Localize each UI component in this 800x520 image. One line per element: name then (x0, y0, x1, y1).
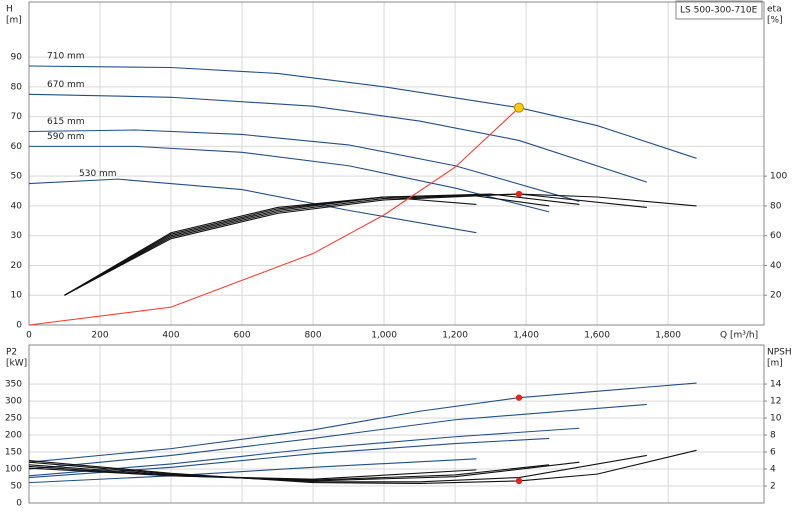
y-tick-label: 70 (11, 112, 23, 122)
series-line (28, 382, 697, 463)
y-tick-label: 60 (11, 142, 23, 152)
y2-axis-unit: [m] (767, 359, 783, 369)
series-line (64, 193, 580, 296)
x-tick-label: 1,000 (371, 331, 397, 341)
series-line (28, 454, 647, 483)
y2-tick-label: 14 (770, 380, 782, 390)
curve-label: 670 mm (47, 80, 85, 90)
series-line (64, 193, 697, 296)
curve-label: 710 mm (47, 52, 85, 62)
y-tick-label: 50 (11, 482, 23, 492)
series-line (28, 403, 647, 470)
y2-tick-label: 8 (770, 431, 776, 441)
duty-point (515, 190, 523, 198)
y2-tick-label: 20 (770, 291, 782, 301)
x-tick-label: 1,200 (442, 331, 468, 341)
y2-tick-label: 80 (770, 201, 782, 211)
y2-tick-label: 4 (770, 465, 776, 475)
plot-frame (28, 344, 765, 504)
y-axis-unit: [kW] (6, 359, 27, 369)
y-tick-label: 20 (11, 261, 23, 271)
y-tick-label: 0 (16, 499, 22, 509)
y-tick-label: 90 (11, 53, 23, 63)
y-axis-label: H (6, 5, 13, 15)
x-tick-label: 800 (304, 331, 321, 341)
series-line (28, 427, 580, 477)
plot-frame (28, 1, 765, 326)
y2-axis-label: eta (767, 5, 782, 15)
series-line (28, 129, 580, 202)
curve-label: 590 mm (47, 132, 85, 142)
y-axis-unit: [m] (6, 16, 22, 26)
x-tick-label: 1,600 (584, 331, 610, 341)
duty-point (515, 394, 523, 401)
y-tick-label: 30 (11, 231, 23, 241)
y-tick-label: 250 (5, 414, 22, 424)
y2-axis-unit: [%] (767, 16, 783, 26)
y2-tick-label: 6 (770, 448, 776, 458)
series-line (28, 437, 550, 479)
y-tick-label: 150 (5, 448, 22, 458)
y2-tick-label: 10 (770, 414, 782, 424)
series-line (28, 458, 477, 484)
y2-axis-label: NPSH (767, 348, 792, 358)
y-tick-label: 80 (11, 82, 23, 92)
series-line (28, 464, 550, 481)
y-tick-label: 200 (5, 431, 22, 441)
y-axis-label: P2 (6, 348, 17, 358)
x-axis-label: Q [m³/h] (720, 331, 758, 341)
x-tick-label: 400 (162, 331, 179, 341)
y-tick-label: 10 (11, 291, 23, 301)
x-tick-label: 200 (91, 331, 108, 341)
series-line (28, 93, 647, 183)
series-line (64, 196, 477, 296)
curve-label: 530 mm (79, 169, 117, 179)
series-line (28, 107, 520, 326)
y-tick-label: 350 (5, 380, 22, 390)
series-line (28, 178, 477, 234)
duty-point (514, 102, 524, 113)
series-line (64, 194, 550, 296)
series-line (28, 449, 697, 485)
curve-label: 615 mm (47, 117, 85, 127)
duty-point (515, 477, 523, 485)
x-tick-label: 0 (26, 331, 32, 341)
y-tick-label: 300 (5, 397, 22, 407)
y-tick-label: 100 (5, 465, 22, 475)
y2-tick-label: 40 (770, 261, 782, 271)
series-line (28, 65, 697, 159)
y2-tick-label: 12 (770, 397, 781, 407)
series-line (28, 467, 477, 480)
x-tick-label: 1,400 (513, 331, 539, 341)
series-line (29, 145, 550, 213)
y-tick-label: 40 (11, 201, 23, 211)
model-box (675, 0, 763, 20)
x-tick-label: 1,800 (655, 331, 681, 341)
model-label: LS 500-300-710E (680, 6, 758, 16)
y2-tick-label: 60 (770, 231, 782, 241)
y-tick-label: 0 (16, 321, 22, 331)
y2-tick-label: 2 (770, 482, 776, 492)
series-line (28, 461, 580, 482)
x-tick-label: 600 (233, 331, 250, 341)
y-tick-label: 50 (11, 172, 23, 182)
y2-tick-label: 100 (770, 172, 787, 182)
series-line (64, 193, 647, 296)
